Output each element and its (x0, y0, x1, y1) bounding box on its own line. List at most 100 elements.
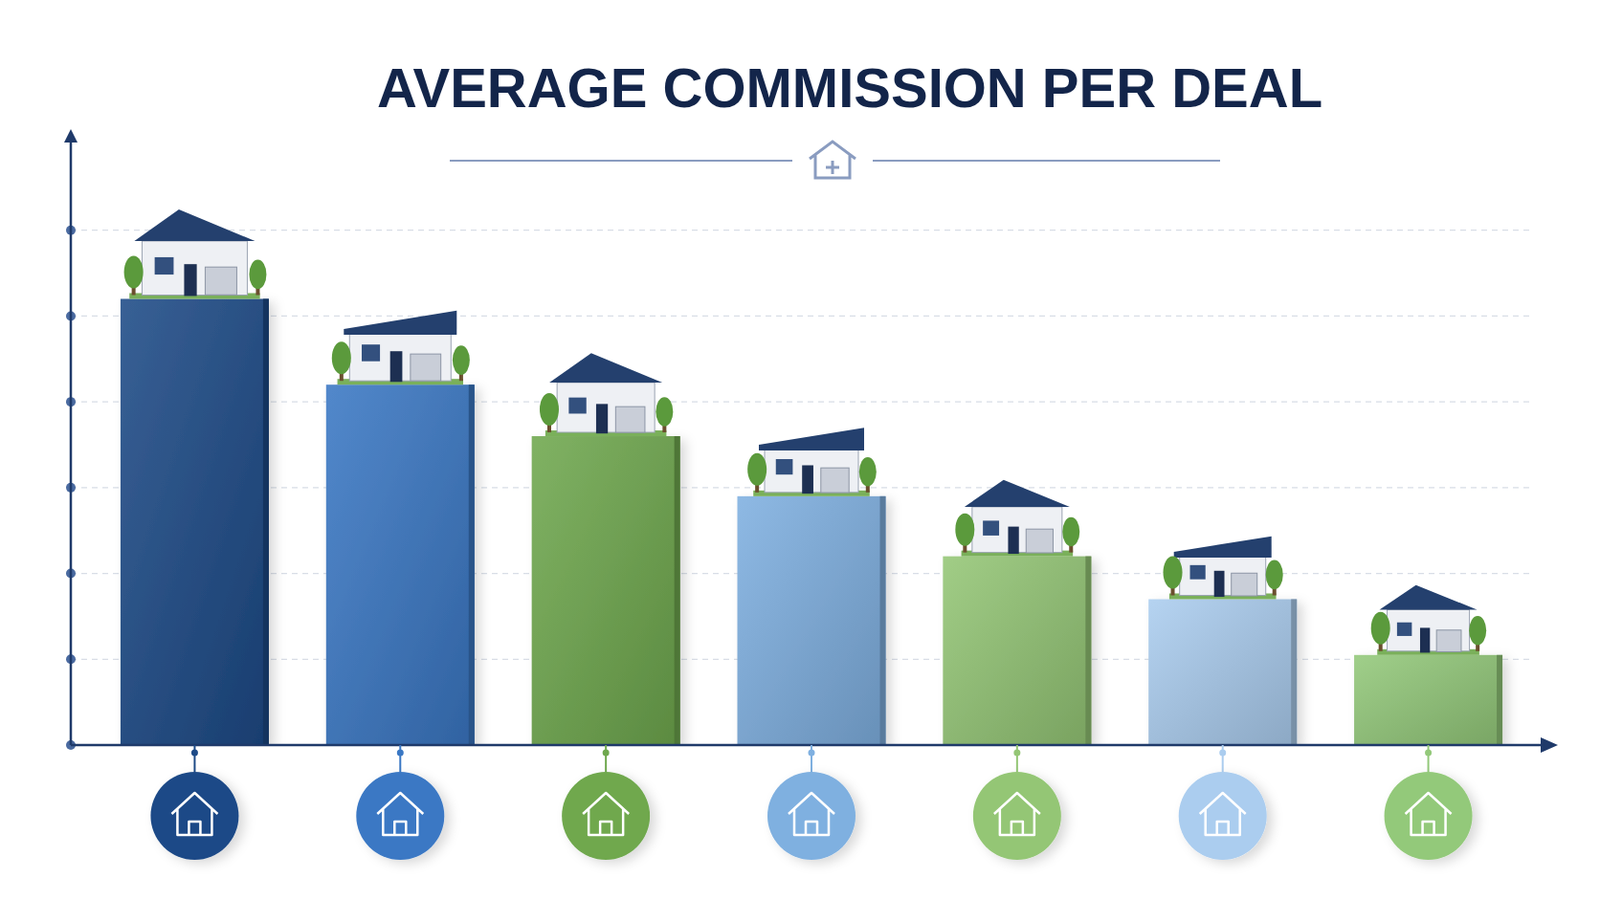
icon-dot (1424, 750, 1432, 757)
house-roof (343, 311, 457, 335)
category-icons (150, 745, 1472, 861)
house-garage (1231, 573, 1258, 597)
icon-house (377, 793, 423, 836)
bar (532, 436, 681, 746)
bar-edge (1496, 655, 1503, 746)
icon-dot (602, 750, 610, 757)
house-roof (1174, 536, 1272, 558)
houses (124, 209, 1488, 656)
bar (326, 384, 475, 746)
icon-connector (399, 745, 401, 773)
title: AVERAGE COMMISSION PER DEAL (377, 56, 1323, 119)
house-door (390, 351, 403, 382)
house-garage (615, 406, 645, 433)
house-window (982, 520, 1000, 536)
tree-crown (747, 453, 767, 487)
icon-circle (150, 772, 239, 861)
house-door (1214, 571, 1225, 598)
house-window (155, 257, 175, 275)
icon-house (788, 793, 835, 836)
icon-house (994, 793, 1041, 836)
bar-edge (468, 384, 475, 746)
house-window (568, 398, 586, 415)
separator (872, 159, 1221, 162)
house-window (1190, 565, 1206, 580)
icon-connector (193, 745, 196, 773)
house-door (183, 264, 197, 296)
icon-dot (1013, 750, 1021, 757)
x-axis-arrow (1540, 737, 1558, 754)
separator-icon (809, 141, 856, 178)
icon-connector (1016, 745, 1019, 773)
tree-crown (452, 345, 470, 376)
icon-connector (1222, 745, 1224, 773)
icon-connector (604, 745, 607, 773)
house-roof (964, 480, 1070, 508)
icon-house (171, 793, 218, 836)
icon-circle (355, 772, 445, 861)
icon-circle (973, 772, 1062, 861)
tree-crown (332, 341, 352, 375)
bar-edge (1085, 556, 1091, 746)
house-window (1397, 622, 1412, 637)
grid-line (70, 401, 1532, 403)
icon-dot (1219, 750, 1226, 757)
house-garage (410, 354, 442, 381)
bar-edge (674, 436, 681, 746)
bar (1354, 655, 1503, 746)
tree-crown (1266, 560, 1284, 591)
house-garage (1025, 529, 1053, 554)
house-door (596, 403, 608, 434)
icon-dot (808, 750, 816, 757)
bar (942, 556, 1091, 746)
house-window (361, 344, 380, 361)
house-roof (1379, 585, 1478, 611)
bar (1148, 599, 1297, 746)
icon-connector (810, 745, 813, 773)
house-body (141, 241, 247, 296)
house-garage (204, 266, 237, 295)
house-window (776, 459, 794, 475)
tree-crown (859, 457, 877, 488)
grid-line (70, 229, 1532, 231)
house-door (1007, 527, 1019, 555)
chart: AVERAGE COMMISSION PER DEAL (0, 0, 1600, 900)
y-axis-arrow (64, 129, 78, 143)
icon-circle (767, 772, 856, 861)
tree-crown (1371, 612, 1391, 645)
bar-edge (1290, 599, 1297, 746)
separator-icon (825, 160, 840, 175)
icon-house (582, 793, 629, 836)
house-roof (549, 353, 663, 383)
icon-circle (1178, 772, 1267, 861)
house-garage (1436, 630, 1462, 653)
tree-crown (1062, 517, 1080, 548)
bar (737, 496, 887, 746)
house-roof (133, 209, 255, 242)
bar-edge (880, 496, 887, 746)
icon-circle (1384, 772, 1473, 861)
icon-dot (191, 750, 199, 757)
y-axis (69, 136, 73, 746)
icon-dot (397, 750, 404, 757)
icon-house (1405, 793, 1452, 836)
house-garage (821, 467, 849, 493)
house-door (1420, 627, 1430, 653)
separator (449, 159, 793, 162)
tree-crown (1468, 616, 1487, 646)
grid-line (70, 315, 1532, 317)
tree-crown (124, 255, 144, 289)
house-roof (758, 427, 865, 451)
tree-crown (1163, 555, 1183, 589)
house-door (801, 465, 814, 494)
bar (120, 298, 269, 746)
x-axis (70, 744, 1543, 748)
icon-house (1200, 793, 1246, 836)
bar-edge (263, 298, 269, 746)
tree-crown (539, 393, 559, 426)
tree-crown (248, 260, 267, 290)
icon-circle (561, 772, 650, 861)
bars (120, 298, 1503, 746)
icon-connector (1427, 745, 1430, 773)
tree-crown (955, 513, 975, 547)
